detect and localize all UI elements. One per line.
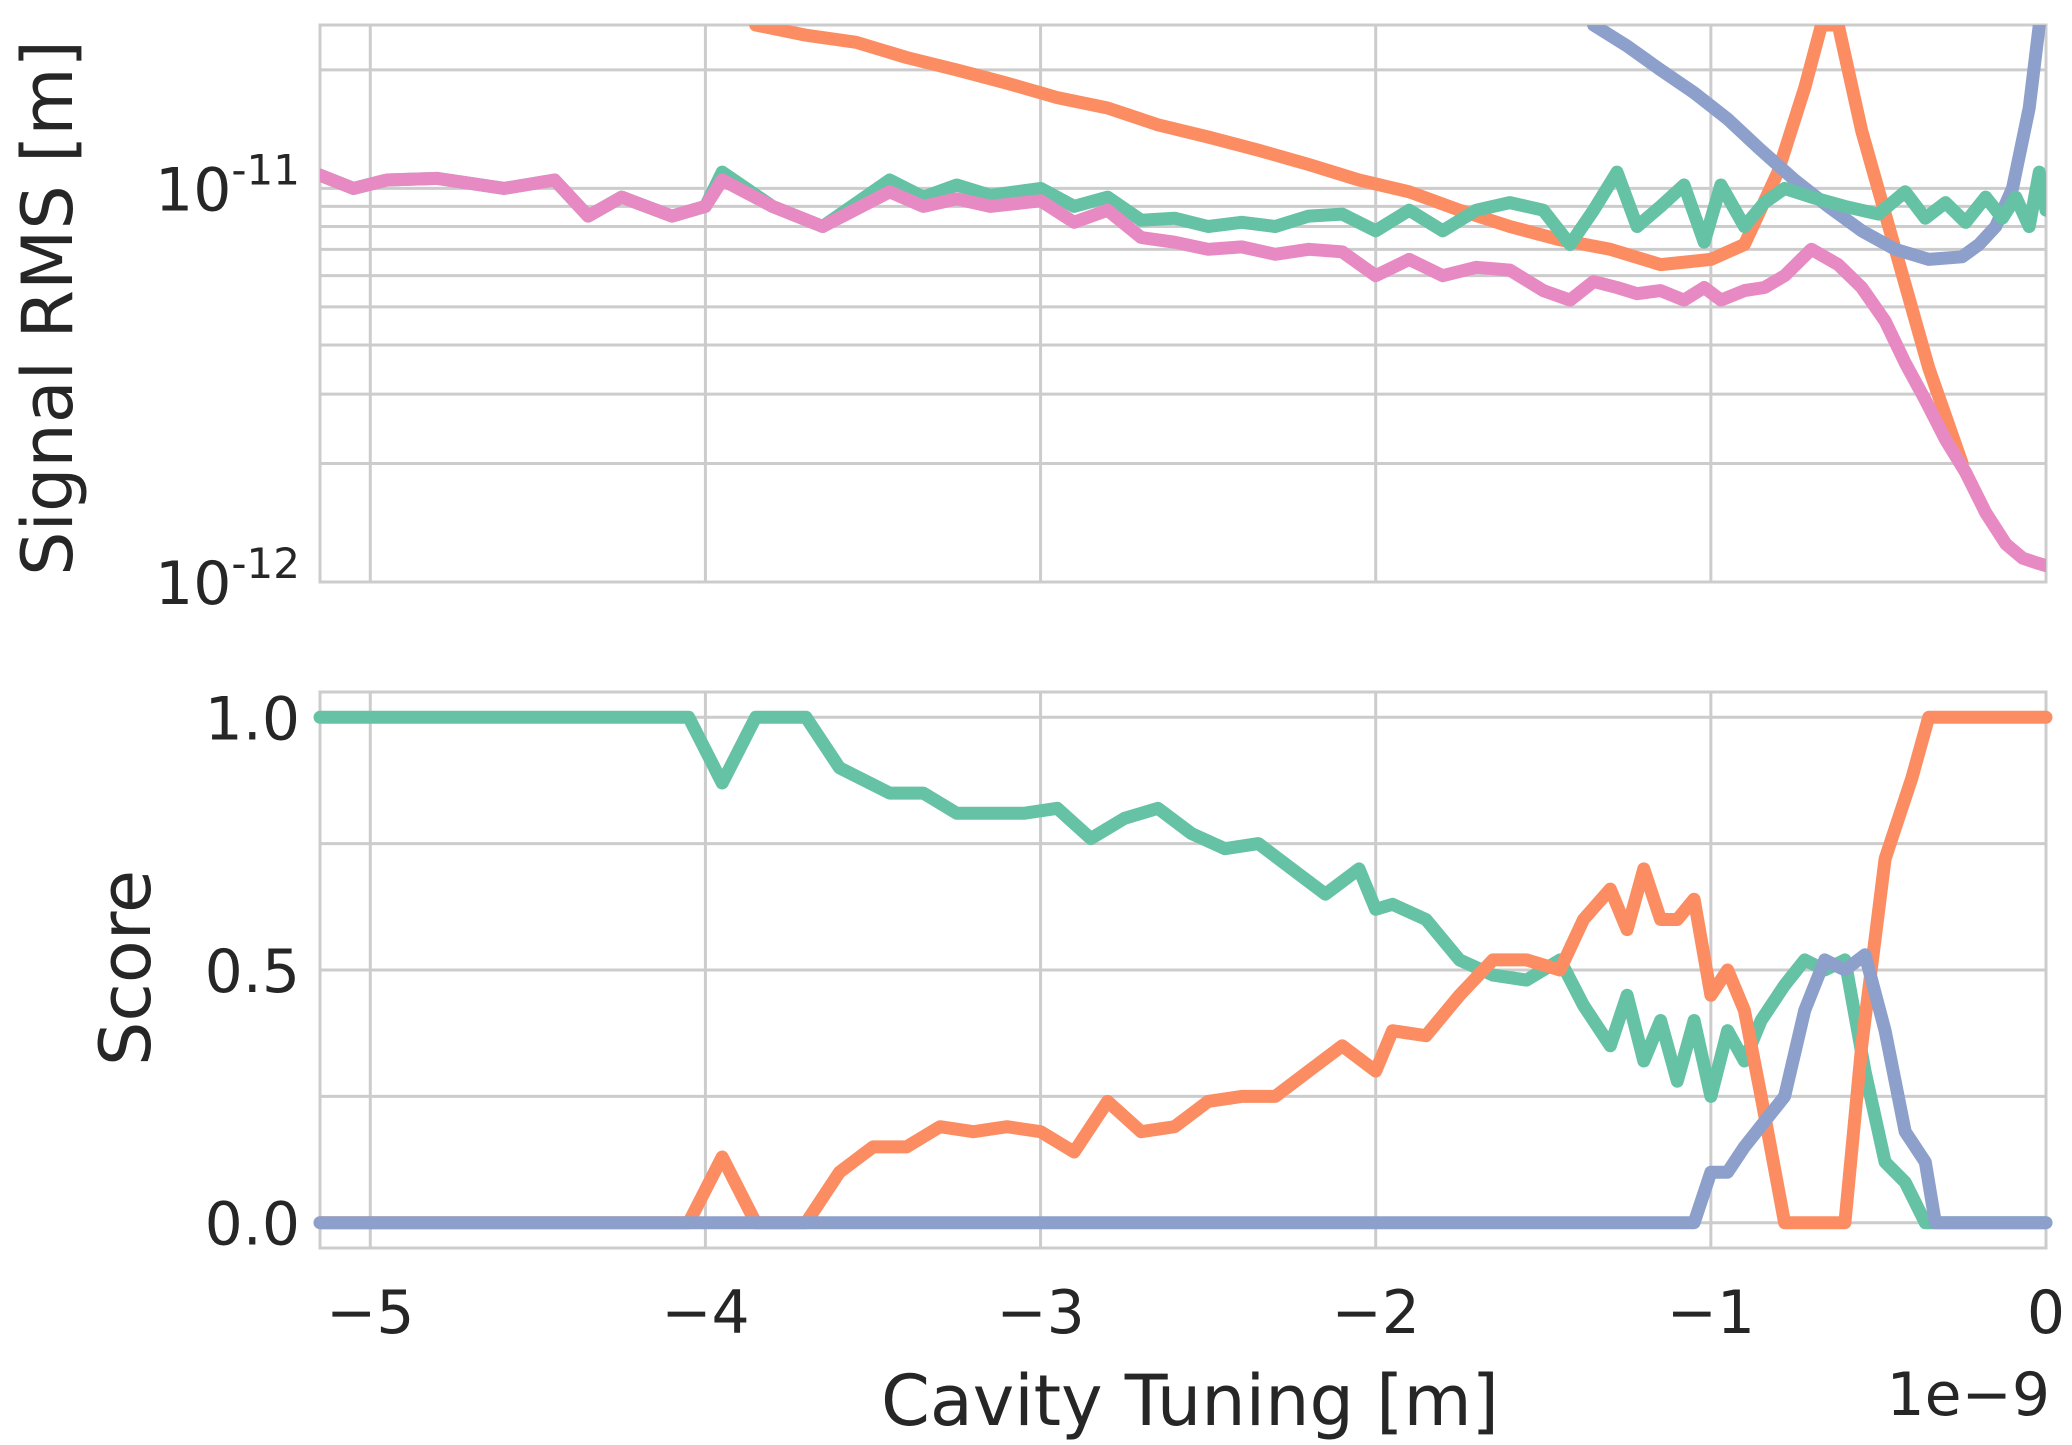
score-ytick-label-0: 0.0 xyxy=(205,1190,300,1260)
signal-rms-ytick-label-0: 10-11 xyxy=(155,145,300,225)
score-plot-frame xyxy=(318,690,2048,1250)
x-tick-label-2: −3 xyxy=(996,1278,1084,1348)
x-tick-label-1: −4 xyxy=(661,1278,749,1348)
score-series-line-2 xyxy=(313,948,2053,1230)
x-tick-label-5: 0 xyxy=(2027,1278,2065,1348)
x-tick-label-0: −5 xyxy=(326,1278,414,1348)
signal-rms-axis-title: Signal RMS [m] xyxy=(7,40,89,576)
signal-rms-series-line-3 xyxy=(320,168,2046,573)
cavity-tuning-axis-title: Cavity Tuning [m] xyxy=(881,1360,1499,1442)
x-tick-label-4: −1 xyxy=(1667,1278,1755,1348)
score-panel: 0.0 0.5 1.0 −5 −4 −3 −2 −1 0 xyxy=(205,684,2066,1348)
signal-rms-ytick-label-1: 10-12 xyxy=(155,539,300,619)
score-series-line-1 xyxy=(313,710,2053,1230)
score-series-group xyxy=(313,710,2053,1230)
score-ytick-label-1: 0.5 xyxy=(205,937,300,1007)
x-offset-label: 1e−9 xyxy=(1886,1360,2050,1430)
signal-rms-panel: 10-11 10-12 xyxy=(155,23,2048,619)
score-ytick-label-2: 1.0 xyxy=(205,684,300,754)
signal-rms-series-group xyxy=(320,25,2046,573)
score-axis-title: Score xyxy=(85,870,167,1066)
x-tick-label-3: −2 xyxy=(1331,1278,1419,1348)
signal-rms-series-line-0 xyxy=(749,25,1969,470)
signal-rms-plot-frame xyxy=(318,23,2048,584)
